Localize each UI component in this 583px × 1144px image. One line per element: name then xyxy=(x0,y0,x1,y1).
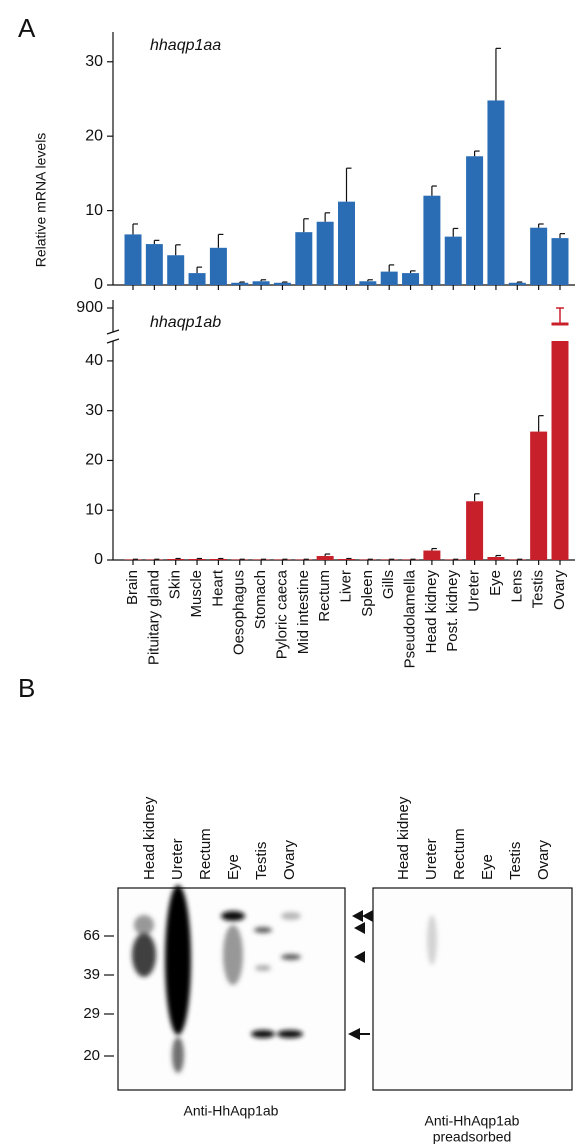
y-tick-label: 20 xyxy=(85,127,103,144)
x-tick-label: Brain xyxy=(124,570,141,605)
bar xyxy=(423,551,440,560)
marker-label: 20 xyxy=(83,1047,100,1064)
bar xyxy=(530,432,547,560)
bar xyxy=(530,228,547,285)
lane-label: Ovary xyxy=(281,839,298,880)
marker-label: 66 xyxy=(83,927,100,944)
x-tick-label: Oesophagus xyxy=(231,570,248,655)
x-tick-label: Skin xyxy=(167,570,184,599)
bar xyxy=(210,559,227,560)
chart-title: hhaqp1ab xyxy=(150,314,221,331)
bar xyxy=(338,559,355,560)
x-tick-label: Pyloric caeca xyxy=(273,569,290,659)
marker-label: 39 xyxy=(83,966,100,983)
bar xyxy=(359,281,376,285)
x-tick-label: Head kidney xyxy=(423,570,440,654)
blot-caption: Anti-HhAqp1ab xyxy=(425,1113,520,1129)
bar xyxy=(125,234,142,285)
bar xyxy=(466,501,483,560)
bar xyxy=(274,283,291,285)
marker-label: 29 xyxy=(83,1005,100,1022)
x-tick-label: Mid intestine xyxy=(295,570,312,654)
blot-frame xyxy=(373,888,572,1090)
bar xyxy=(552,341,569,560)
bar xyxy=(338,202,355,285)
bar xyxy=(402,273,419,285)
lane-label: Rectum xyxy=(451,828,468,880)
bar xyxy=(189,559,206,560)
figure: A B hhaqp1aa hhaqp1ab Relative mRNA leve… xyxy=(0,0,583,1144)
bar xyxy=(210,248,227,285)
bar xyxy=(189,273,206,285)
x-tick-label: Testis xyxy=(530,570,547,608)
x-tick-label: Ovary xyxy=(551,570,568,611)
panel-label: A xyxy=(18,13,36,43)
y-tick-label: 20 xyxy=(85,452,103,469)
lane-label: Testis xyxy=(253,842,270,880)
y-tick-label: 30 xyxy=(85,402,103,419)
bar xyxy=(146,244,163,285)
y-tick-label: 10 xyxy=(85,202,103,219)
lane-label: Head kidney xyxy=(395,796,412,880)
bar xyxy=(445,237,462,285)
bar xyxy=(295,232,312,285)
bar xyxy=(487,100,504,285)
x-tick-label: Post. kidney xyxy=(444,570,461,652)
y-tick-label: 0 xyxy=(94,551,103,568)
bar xyxy=(423,196,440,285)
y-tick-label: 0 xyxy=(94,276,103,293)
bar xyxy=(253,281,270,285)
x-tick-label: Eye xyxy=(487,570,504,596)
y-tick-label: 40 xyxy=(85,352,103,369)
panel-label: B xyxy=(18,673,35,703)
x-tick-label: Gills xyxy=(380,570,397,599)
chart-title: hhaqp1aa xyxy=(150,37,221,54)
y-tick-label: 30 xyxy=(85,53,103,70)
x-tick-label: Ureter xyxy=(466,570,483,612)
blot-caption: preadsorbed xyxy=(433,1129,512,1144)
x-tick-label: Lens xyxy=(508,570,525,603)
x-tick-label: Pituitary gland xyxy=(145,570,162,665)
bar xyxy=(317,556,334,560)
lane-label: Eye xyxy=(479,854,496,880)
bar xyxy=(167,559,184,560)
x-tick-label: Muscle xyxy=(188,570,205,618)
bar xyxy=(317,222,334,285)
bar xyxy=(167,255,184,285)
x-tick-label: Stomach xyxy=(252,570,269,629)
bar xyxy=(552,238,569,285)
lane-label: Ovary xyxy=(535,839,552,880)
lane-label: Testis xyxy=(507,842,524,880)
blot-caption: Anti-HhAqp1ab xyxy=(184,1103,279,1119)
x-tick-label: Liver xyxy=(337,570,354,603)
lane-label: Head kidney xyxy=(141,796,158,880)
bar xyxy=(381,272,398,285)
lane-label: Eye xyxy=(225,854,242,880)
bar xyxy=(466,156,483,285)
blot-arrows xyxy=(348,910,373,1040)
bar xyxy=(509,283,526,285)
lane-label: Rectum xyxy=(197,828,214,880)
x-tick-label: Heart xyxy=(209,569,226,607)
bar xyxy=(487,557,504,560)
x-tick-label: Rectum xyxy=(316,570,333,622)
lane-label: Ureter xyxy=(169,838,186,880)
lane-label: Ureter xyxy=(423,838,440,880)
x-tick-label: Pseudolamella xyxy=(402,569,419,668)
bar xyxy=(231,283,248,285)
y-tick-label: 900 xyxy=(76,299,103,316)
y-axis-label: Relative mRNA levels xyxy=(33,133,49,268)
x-tick-label: Spleen xyxy=(359,570,376,617)
y-tick-label: 10 xyxy=(85,501,103,518)
